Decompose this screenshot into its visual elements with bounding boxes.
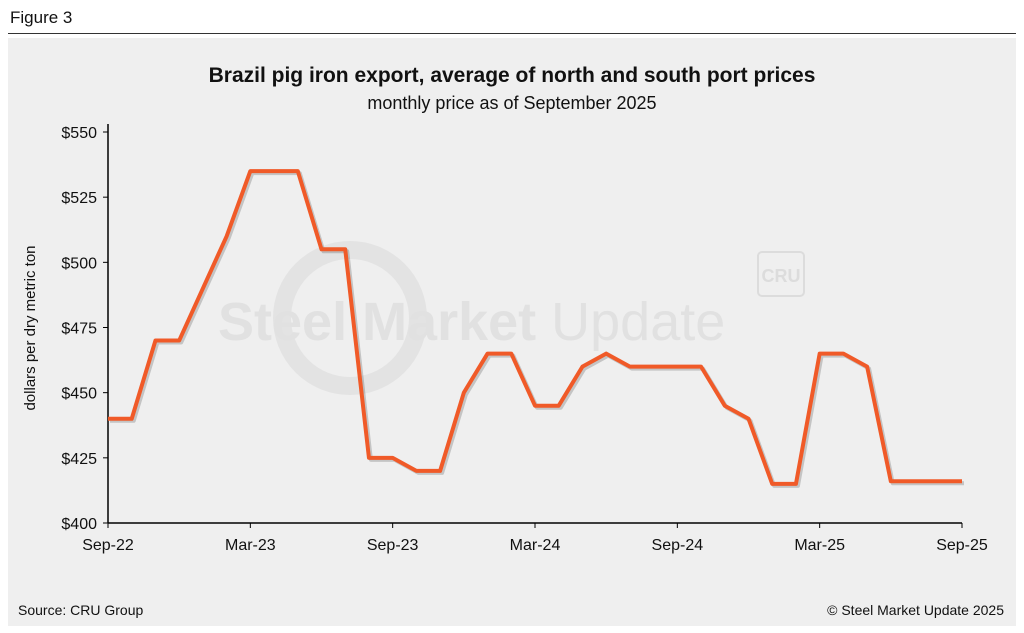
x-tick-label: Sep-22 [82, 537, 134, 554]
cru-logo-text: CRU [762, 266, 801, 286]
y-tick-label: $400 [61, 516, 97, 533]
source-note: Source: CRU Group [18, 602, 144, 618]
y-tick-label: $525 [61, 190, 97, 207]
figure-label: Figure 3 [10, 8, 73, 27]
y-axis-label: dollars per dry metric ton [22, 245, 39, 410]
x-tick-label: Sep-25 [936, 537, 988, 554]
watermark-text: Steel Market Update [218, 292, 725, 352]
x-tick-label: Mar-25 [794, 537, 845, 554]
y-tick-label: $550 [61, 125, 97, 142]
y-tick-label: $425 [61, 451, 97, 468]
chart-subtitle: monthly price as of September 2025 [367, 93, 657, 113]
chart-panel [8, 38, 1016, 626]
y-tick-label: $500 [61, 255, 97, 272]
chart-title: Brazil pig iron export, average of north… [208, 64, 816, 87]
x-tick-label: Sep-23 [367, 537, 419, 554]
x-tick-label: Sep-24 [652, 537, 704, 554]
y-tick-label: $450 [61, 386, 97, 403]
x-tick-label: Mar-23 [225, 537, 276, 554]
cru-logo-box [757, 251, 805, 297]
x-tick-label: Mar-24 [510, 537, 561, 554]
y-tick-label: $475 [61, 321, 97, 338]
copyright-note: © Steel Market Update 2025 [827, 602, 1004, 618]
divider [8, 33, 1016, 34]
watermark-logo-circle [273, 241, 427, 395]
